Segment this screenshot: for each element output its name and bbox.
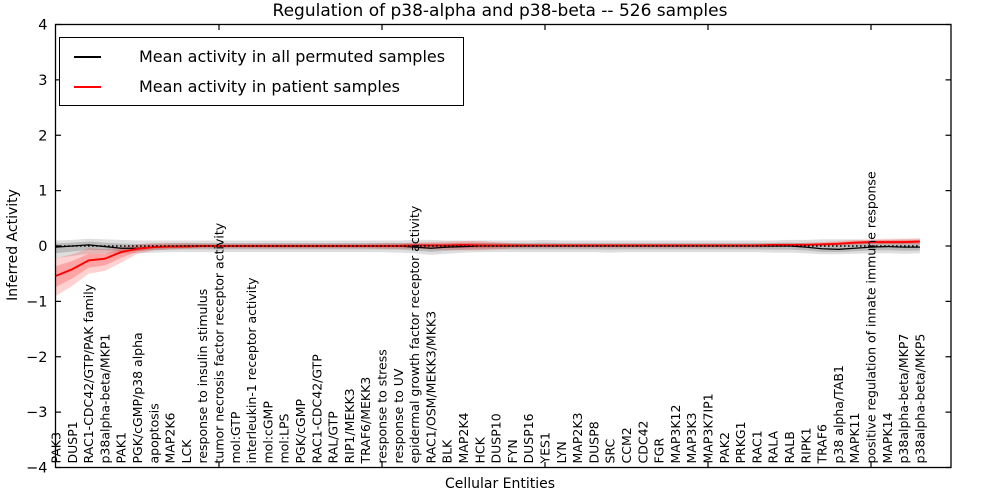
x-category-label: LYN <box>554 441 569 463</box>
x-category-label: LCK <box>179 439 194 464</box>
x-category-label: TRAF6/MEKK3 <box>358 377 373 465</box>
x-category-label: PGK/cGMP <box>293 399 308 464</box>
x-category-label: MAP2K4 <box>456 412 471 463</box>
x-category-label: response to insulin stimulus <box>195 289 210 464</box>
x-category-label: RAL/GTP <box>326 411 341 464</box>
x-category-label: BLK <box>440 439 455 464</box>
y-tick-label: 4 <box>38 18 47 34</box>
legend: Mean activity in all permuted samples Me… <box>59 37 465 106</box>
x-category-label: apoptosis <box>146 403 161 463</box>
x-category-label: RAC1 <box>749 430 764 463</box>
x-category-label: PRKG1 <box>733 421 748 463</box>
x-category-label: RALA <box>766 431 781 464</box>
permuted-band <box>56 238 920 259</box>
x-category-label: interleukin-1 receptor activity <box>244 277 259 464</box>
x-category-label: RAC1-CDC42/GTP/PAK family <box>81 283 96 463</box>
x-category-label: RIPK1 <box>798 427 813 463</box>
x-category-label: CDC42 <box>635 421 650 464</box>
x-category-label: PAK1 <box>114 432 129 463</box>
x-category-label: PAK2 <box>717 432 732 463</box>
y-tick-label: −1 <box>26 294 47 310</box>
x-category-label: CCM2 <box>619 427 634 463</box>
legend-label: Mean activity in patient samples <box>139 77 400 96</box>
y-tick-label: −3 <box>26 405 47 421</box>
x-category-label: RALB <box>782 431 797 463</box>
x-category-label: DUSP16 <box>521 413 536 463</box>
x-category-label: tumor necrosis factor receptor activity <box>212 222 227 463</box>
x-category-label: p38alpha-beta/MKP5 <box>912 334 927 464</box>
x-category-label: FYN <box>505 439 520 463</box>
permuted-band-inner <box>56 241 920 254</box>
x-category-label: PGK/cGMP/p38 alpha <box>130 332 145 463</box>
chart-title: Regulation of p38-alpha and p38-beta -- … <box>272 1 728 21</box>
y-tick-label: −2 <box>26 350 47 366</box>
y-tick-label: −4 <box>26 461 47 477</box>
y-axis-label: Inferred Activity <box>5 189 21 301</box>
x-category-label: YES1 <box>538 432 553 464</box>
x-category-label: MAP3K12 <box>668 405 683 464</box>
x-category-label: p38 alpha/TAB1 <box>831 365 846 463</box>
legend-item-permuted: Mean activity in all permuted samples <box>74 47 445 66</box>
y-tick-label: 2 <box>38 128 47 144</box>
legend-item-patient: Mean activity in patient samples <box>74 77 445 96</box>
x-category-label: DUSP1 <box>65 421 80 463</box>
x-category-label: SRC <box>603 439 618 464</box>
x-category-label: p38alpha-beta/MKP1 <box>97 334 112 464</box>
x-category-label: RAC1-CDC42/GTP <box>309 354 324 464</box>
x-category-label: response to stress <box>375 349 390 463</box>
x-category-label: p38alpha-beta/MKP7 <box>896 334 911 464</box>
x-category-label: FGR <box>652 438 667 464</box>
x-category-label: MAPK14 <box>880 412 895 463</box>
x-category-label: MAP2K3 <box>570 413 585 464</box>
y-tick-label: 1 <box>38 184 47 200</box>
x-category-label: DUSP10 <box>489 413 504 463</box>
x-category-label: MAP3K3 <box>684 413 699 464</box>
y-tick-label: 3 <box>38 73 47 89</box>
x-category-label: RIP1/MEKK3 <box>342 388 357 463</box>
x-category-label: DUSP8 <box>586 421 601 463</box>
patient-mean-line <box>55 240 920 277</box>
red-line-swatch <box>74 85 101 88</box>
x-category-label: positive regulation of innate immune res… <box>864 171 879 463</box>
x-category-label: MAP3K7IP1 <box>701 393 716 463</box>
x-axis-label: Cellular Entities <box>444 476 556 492</box>
x-category-label: MAPK11 <box>847 413 862 464</box>
x-category-label: mol:cGMP <box>260 401 275 464</box>
x-category-label: mol:LPS <box>277 413 292 463</box>
y-tick-label: 0 <box>38 239 47 255</box>
x-category-label: epidermal growth factor receptor activit… <box>407 205 422 463</box>
black-line-swatch <box>74 55 101 58</box>
x-category-label: MAP2K6 <box>163 412 178 463</box>
x-category-label: RAC1/OSM/MEKK3/MKK3 <box>423 311 438 464</box>
x-category-label: HCK <box>472 436 487 463</box>
x-category-label: PAK3 <box>49 432 64 463</box>
x-category-label: TRAF6 <box>815 424 830 465</box>
legend-label: Mean activity in all permuted samples <box>139 47 446 66</box>
x-category-label: response to UV <box>391 368 406 463</box>
x-category-label: mol:GTP <box>228 411 243 463</box>
